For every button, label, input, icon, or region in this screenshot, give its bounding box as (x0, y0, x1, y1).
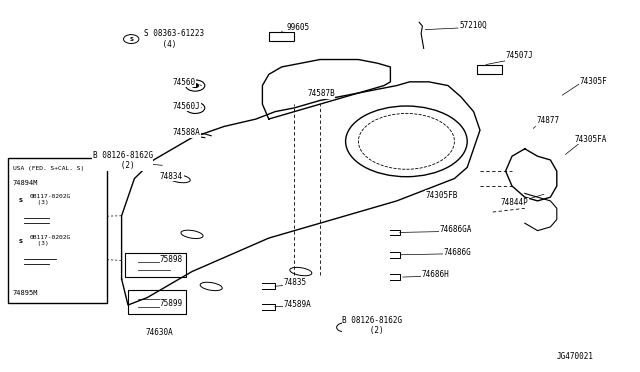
Text: 74507J: 74507J (506, 51, 533, 60)
Text: S: S (31, 260, 35, 265)
Text: 74560: 74560 (173, 78, 196, 87)
Text: 74877: 74877 (536, 116, 559, 125)
Text: S: S (19, 198, 22, 203)
Text: 74894M: 74894M (13, 180, 38, 186)
Text: S: S (129, 36, 133, 42)
Text: S: S (38, 204, 42, 209)
Text: 75898: 75898 (160, 255, 183, 264)
Text: B 08126-8162G
      (2): B 08126-8162G (2) (93, 151, 153, 170)
Text: 74686G: 74686G (444, 248, 471, 257)
Circle shape (192, 84, 198, 87)
Text: USA (FED. S+CAL. S): USA (FED. S+CAL. S) (13, 166, 84, 170)
Text: 74305F: 74305F (579, 77, 607, 86)
Text: 74844P: 74844P (500, 198, 528, 207)
Text: 74630A: 74630A (146, 328, 173, 337)
Text: 74686H: 74686H (421, 270, 449, 279)
Text: 74587B: 74587B (307, 89, 335, 98)
Text: 74835: 74835 (284, 278, 307, 287)
Text: 75899: 75899 (160, 299, 183, 308)
Text: JG470021: JG470021 (557, 352, 594, 361)
Text: 57210Q: 57210Q (460, 21, 487, 30)
Text: S: S (19, 239, 22, 244)
Text: 74895M: 74895M (13, 291, 38, 296)
Text: 99605: 99605 (286, 23, 309, 32)
Text: 74305FB: 74305FB (426, 191, 458, 200)
Text: 74686GA: 74686GA (439, 225, 472, 234)
Circle shape (192, 106, 198, 110)
FancyBboxPatch shape (8, 158, 107, 303)
Text: 74560J: 74560J (173, 102, 200, 110)
Text: 74305FA: 74305FA (575, 135, 607, 144)
Text: 0B117-0202G
  (3): 0B117-0202G (3) (30, 194, 71, 205)
Text: 74588A: 74588A (173, 128, 200, 137)
Text: 0B117-0202G
  (3): 0B117-0202G (3) (30, 235, 71, 246)
Text: 74589A: 74589A (284, 300, 311, 309)
Text: B 08126-8162G
      (2): B 08126-8162G (2) (342, 316, 403, 335)
Text: 74834: 74834 (160, 172, 183, 181)
Text: B: B (99, 159, 103, 164)
Text: B: B (342, 325, 346, 330)
Text: S 08363-61223
    (4): S 08363-61223 (4) (144, 29, 204, 49)
